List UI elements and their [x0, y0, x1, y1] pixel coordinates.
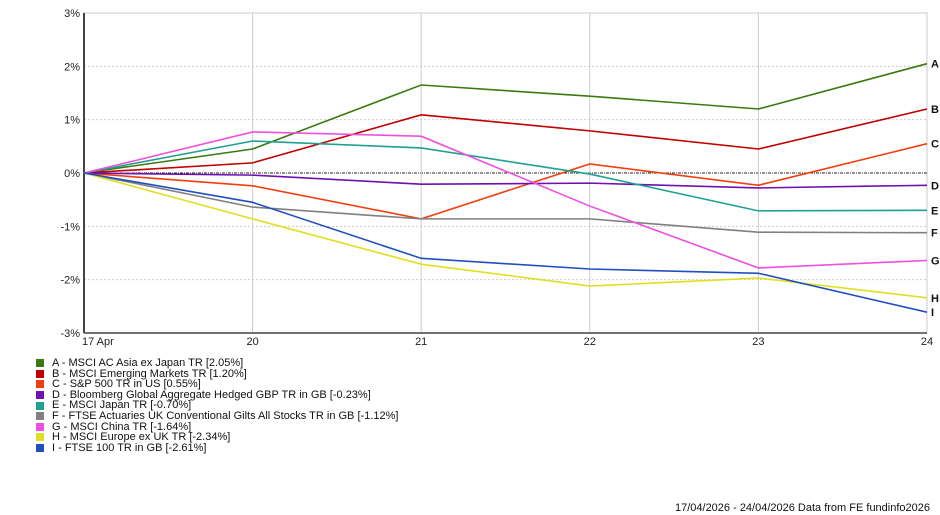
legend-swatch [36, 433, 44, 442]
line-chart: 3% 2% 1% 0% -1% -2% -3%17 Apr 20 21 22 23 24 A B C D EF G… [60, 8, 940, 348]
series-line [83, 108, 928, 174]
series-C: C [83, 139, 939, 220]
legend-item: G - MSCI China TR [-1.64%] [36, 420, 398, 433]
legend-item: F - FTSE Actuaries UK Conventional Gilts… [36, 411, 398, 422]
series-end-label: I [931, 307, 934, 319]
legend-item: H - MSCI Europe ex UK TR [-2.34%] [36, 432, 398, 443]
series-end-label: F [931, 228, 938, 240]
x-tick-label: 21 [415, 336, 427, 348]
series-line [83, 131, 928, 269]
legend-swatch [36, 412, 44, 421]
legend-item: D - Bloomberg Global Aggregate Hedged GB… [36, 388, 398, 401]
legend-swatch [36, 444, 44, 453]
legend-item: A - MSCI AC Asia ex Japan TR [2.05%] [36, 358, 398, 369]
series-end-label: A [931, 59, 939, 71]
series-line [83, 172, 928, 189]
series-line [83, 62, 928, 174]
x-tick-label: 23 [752, 336, 764, 348]
series-line [83, 172, 928, 234]
y-tick-label: -1% [60, 221, 80, 233]
series-line [83, 140, 928, 212]
legend-swatch [36, 380, 44, 389]
legend-label: I - FTSE 100 TR in GB [-2.61%] [52, 441, 207, 454]
series-A: A [83, 59, 939, 174]
legend-swatch [36, 359, 44, 368]
series-end-label: G [931, 255, 940, 267]
y-tick-label: 0% [64, 168, 80, 180]
legend-label: H - MSCI Europe ex UK TR [-2.34%] [52, 431, 231, 444]
y-tick-label: 3% [64, 8, 80, 20]
series-E: E [83, 140, 938, 217]
legend-swatch [36, 422, 44, 431]
legend-item: I - FTSE 100 TR in GB [-2.61%] [36, 441, 398, 454]
series-D: D [83, 172, 939, 192]
legend-swatch [36, 401, 44, 410]
legend-label: D - Bloomberg Global Aggregate Hedged GB… [52, 388, 371, 401]
series-G: G [83, 131, 940, 269]
x-tick-label: 22 [584, 336, 596, 348]
legend-label: F - FTSE Actuaries UK Conventional Gilts… [52, 409, 399, 422]
y-tick-label: 2% [64, 61, 80, 73]
y-tick-label: -3% [60, 328, 80, 340]
legend-item: E - MSCI Japan TR [-0.70%] [36, 400, 398, 411]
series-line [83, 142, 928, 220]
series-end-label: E [931, 205, 938, 217]
series-line [83, 172, 928, 299]
series-end-label: H [931, 293, 939, 305]
legend-label: E - MSCI Japan TR [-0.70%] [52, 399, 192, 412]
legend-swatch [36, 369, 44, 378]
legend: A - MSCI AC Asia ex Japan TR [2.05%] B - … [36, 358, 398, 453]
legend-item: C - S&P 500 TR in US [0.55%] [36, 379, 398, 390]
legend-label: G - MSCI China TR [-1.64%] [52, 420, 192, 433]
legend-item: B - MSCI Emerging Markets TR [1.20%] [36, 367, 398, 380]
y-tick-label: 1% [64, 115, 80, 127]
x-tick-label: 17 Apr [82, 336, 114, 348]
x-tick-label: 24 [921, 336, 933, 348]
y-tick-label: -2% [60, 275, 80, 287]
series-I: I [83, 172, 934, 319]
legend-swatch [36, 391, 44, 400]
legend-label: A - MSCI AC Asia ex Japan TR [2.05%] [52, 357, 244, 369]
series-end-label: D [931, 180, 939, 192]
series-end-label: C [931, 139, 939, 151]
footer-source: 17/04/2026 - 24/04/2026 Data from FE fun… [674, 502, 930, 514]
legend-label: C - S&P 500 TR in US [0.55%] [52, 378, 201, 391]
series-B: B [83, 104, 939, 174]
series-line [83, 172, 928, 313]
series-end-label: B [931, 104, 939, 116]
x-tick-label: 20 [246, 336, 258, 348]
legend-label: B - MSCI Emerging Markets TR [1.20%] [52, 367, 247, 380]
